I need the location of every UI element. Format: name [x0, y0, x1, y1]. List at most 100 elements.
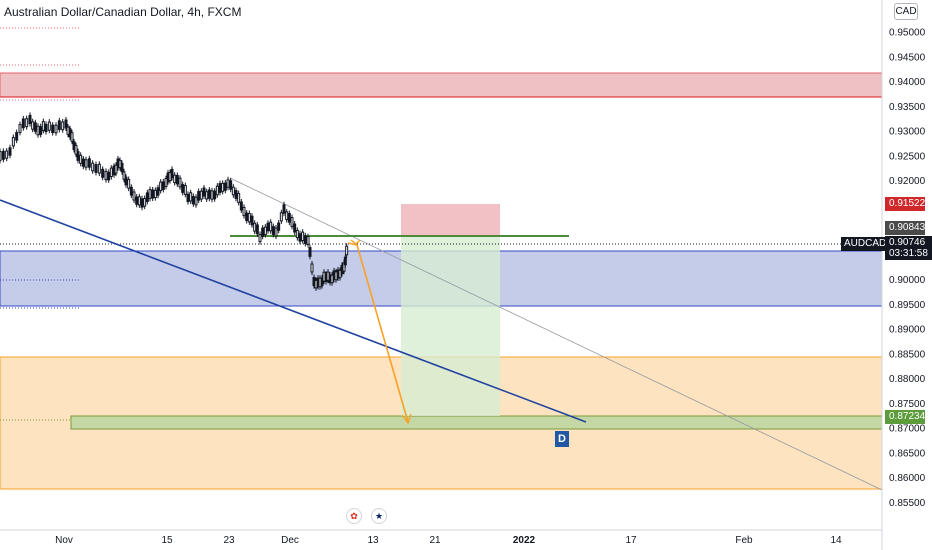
price-tick-label: 0.87000 — [889, 424, 926, 435]
candle-body — [132, 191, 136, 201]
candle-body — [293, 223, 297, 233]
candle-body — [140, 198, 144, 208]
currency-badge[interactable]: CAD — [894, 3, 918, 20]
time-tick-label: Nov — [55, 535, 73, 546]
candle-body — [197, 191, 201, 201]
candle-body — [186, 193, 190, 203]
candle-body — [124, 176, 128, 186]
time-tick-label: 14 — [830, 535, 842, 546]
candle-body — [242, 206, 246, 217]
candle-body — [70, 132, 74, 142]
candle-body — [274, 227, 278, 237]
candle-body — [153, 189, 157, 199]
candle-body — [250, 215, 254, 226]
take-profit-box[interactable] — [401, 236, 500, 416]
candle-body — [189, 192, 193, 202]
price-tick-label: 0.89000 — [889, 325, 926, 336]
time-tick-label: 2022 — [513, 535, 536, 546]
candle-body — [54, 124, 58, 134]
candle-body — [109, 167, 113, 178]
stop-loss-box[interactable] — [401, 204, 500, 236]
candle-body — [269, 221, 273, 232]
candle-body — [170, 168, 174, 179]
candle-body — [61, 121, 65, 131]
candle-body — [247, 212, 251, 223]
support-trend-line[interactable] — [0, 199, 587, 423]
target-zone[interactable] — [70, 415, 883, 430]
candle-body — [237, 193, 241, 203]
projection-arrow[interactable] — [347, 242, 409, 423]
candle-body — [343, 256, 347, 266]
candle-body — [234, 190, 238, 199]
candle-body — [156, 187, 160, 196]
candle-body — [148, 189, 152, 199]
candle-body — [31, 121, 35, 130]
australia-flag-icon[interactable]: ★ — [371, 508, 387, 524]
candle-body — [298, 233, 302, 242]
price-tick-label: 0.92500 — [889, 151, 926, 162]
candle-body — [1, 150, 5, 160]
candle-body — [57, 120, 61, 130]
candle-body — [253, 222, 257, 232]
candle-body — [258, 233, 262, 243]
price-tick-label: 0.90000 — [889, 275, 926, 286]
candle-body — [229, 180, 233, 190]
candle-body — [271, 226, 275, 235]
candle-body — [84, 159, 88, 168]
candle-body — [191, 195, 195, 205]
candle-body — [164, 178, 168, 187]
candle-body — [308, 247, 312, 257]
candle-body — [8, 147, 12, 156]
candle-body — [277, 222, 281, 231]
candle-body — [47, 121, 51, 131]
candle-body — [104, 170, 108, 181]
candle-body — [173, 174, 177, 184]
candle-body — [81, 158, 85, 167]
stop-price-label: 0.91522 — [885, 197, 926, 211]
price-tick-label: 0.87500 — [889, 399, 926, 410]
candle-body — [159, 181, 163, 192]
candle-body — [120, 162, 124, 173]
candle-body — [39, 126, 43, 135]
target-price-label: 0.87234 — [885, 410, 926, 424]
candle-body — [301, 231, 305, 242]
candle-body — [41, 121, 45, 131]
candle-body — [5, 150, 9, 159]
candle-body — [122, 171, 126, 180]
candle-body — [114, 164, 118, 174]
candle-body — [218, 183, 222, 193]
candle-body — [87, 158, 91, 168]
candle-body — [0, 151, 2, 161]
candle-body — [129, 186, 133, 196]
candle-body — [205, 191, 209, 200]
candle-body — [306, 236, 310, 245]
candle-body — [181, 184, 185, 193]
entry-price-label: 0.90843 — [885, 221, 926, 235]
candle-countdown: 03:31:58 — [889, 248, 928, 259]
candle-body — [183, 185, 187, 195]
candle-body — [64, 119, 68, 129]
current-price-box: 0.90746 03:31:58 — [885, 236, 932, 260]
candle-body — [21, 118, 25, 129]
candle-body — [194, 196, 198, 206]
candle-body — [261, 227, 265, 237]
resistance-zone[interactable] — [0, 72, 883, 98]
candle-body — [145, 192, 149, 202]
time-tick-label: 13 — [367, 535, 379, 546]
candle-body — [175, 174, 179, 185]
candle-body — [213, 190, 217, 200]
price-tick-label: 0.88000 — [889, 374, 926, 385]
price-tick-label: 0.94000 — [889, 77, 926, 88]
candle-body — [178, 177, 182, 188]
candle-body — [287, 213, 291, 223]
candle-body — [25, 118, 29, 128]
current-price-label: 0.90746 — [889, 237, 926, 248]
candle-body — [18, 124, 22, 133]
canada-flag-icon[interactable]: ✿ — [346, 508, 362, 524]
candle-body — [51, 124, 55, 134]
candle-body — [345, 245, 349, 256]
price-tick-label: 0.95000 — [889, 28, 926, 39]
wave-d-label[interactable]: D — [555, 431, 569, 447]
resistance-trend-line[interactable] — [229, 177, 883, 491]
